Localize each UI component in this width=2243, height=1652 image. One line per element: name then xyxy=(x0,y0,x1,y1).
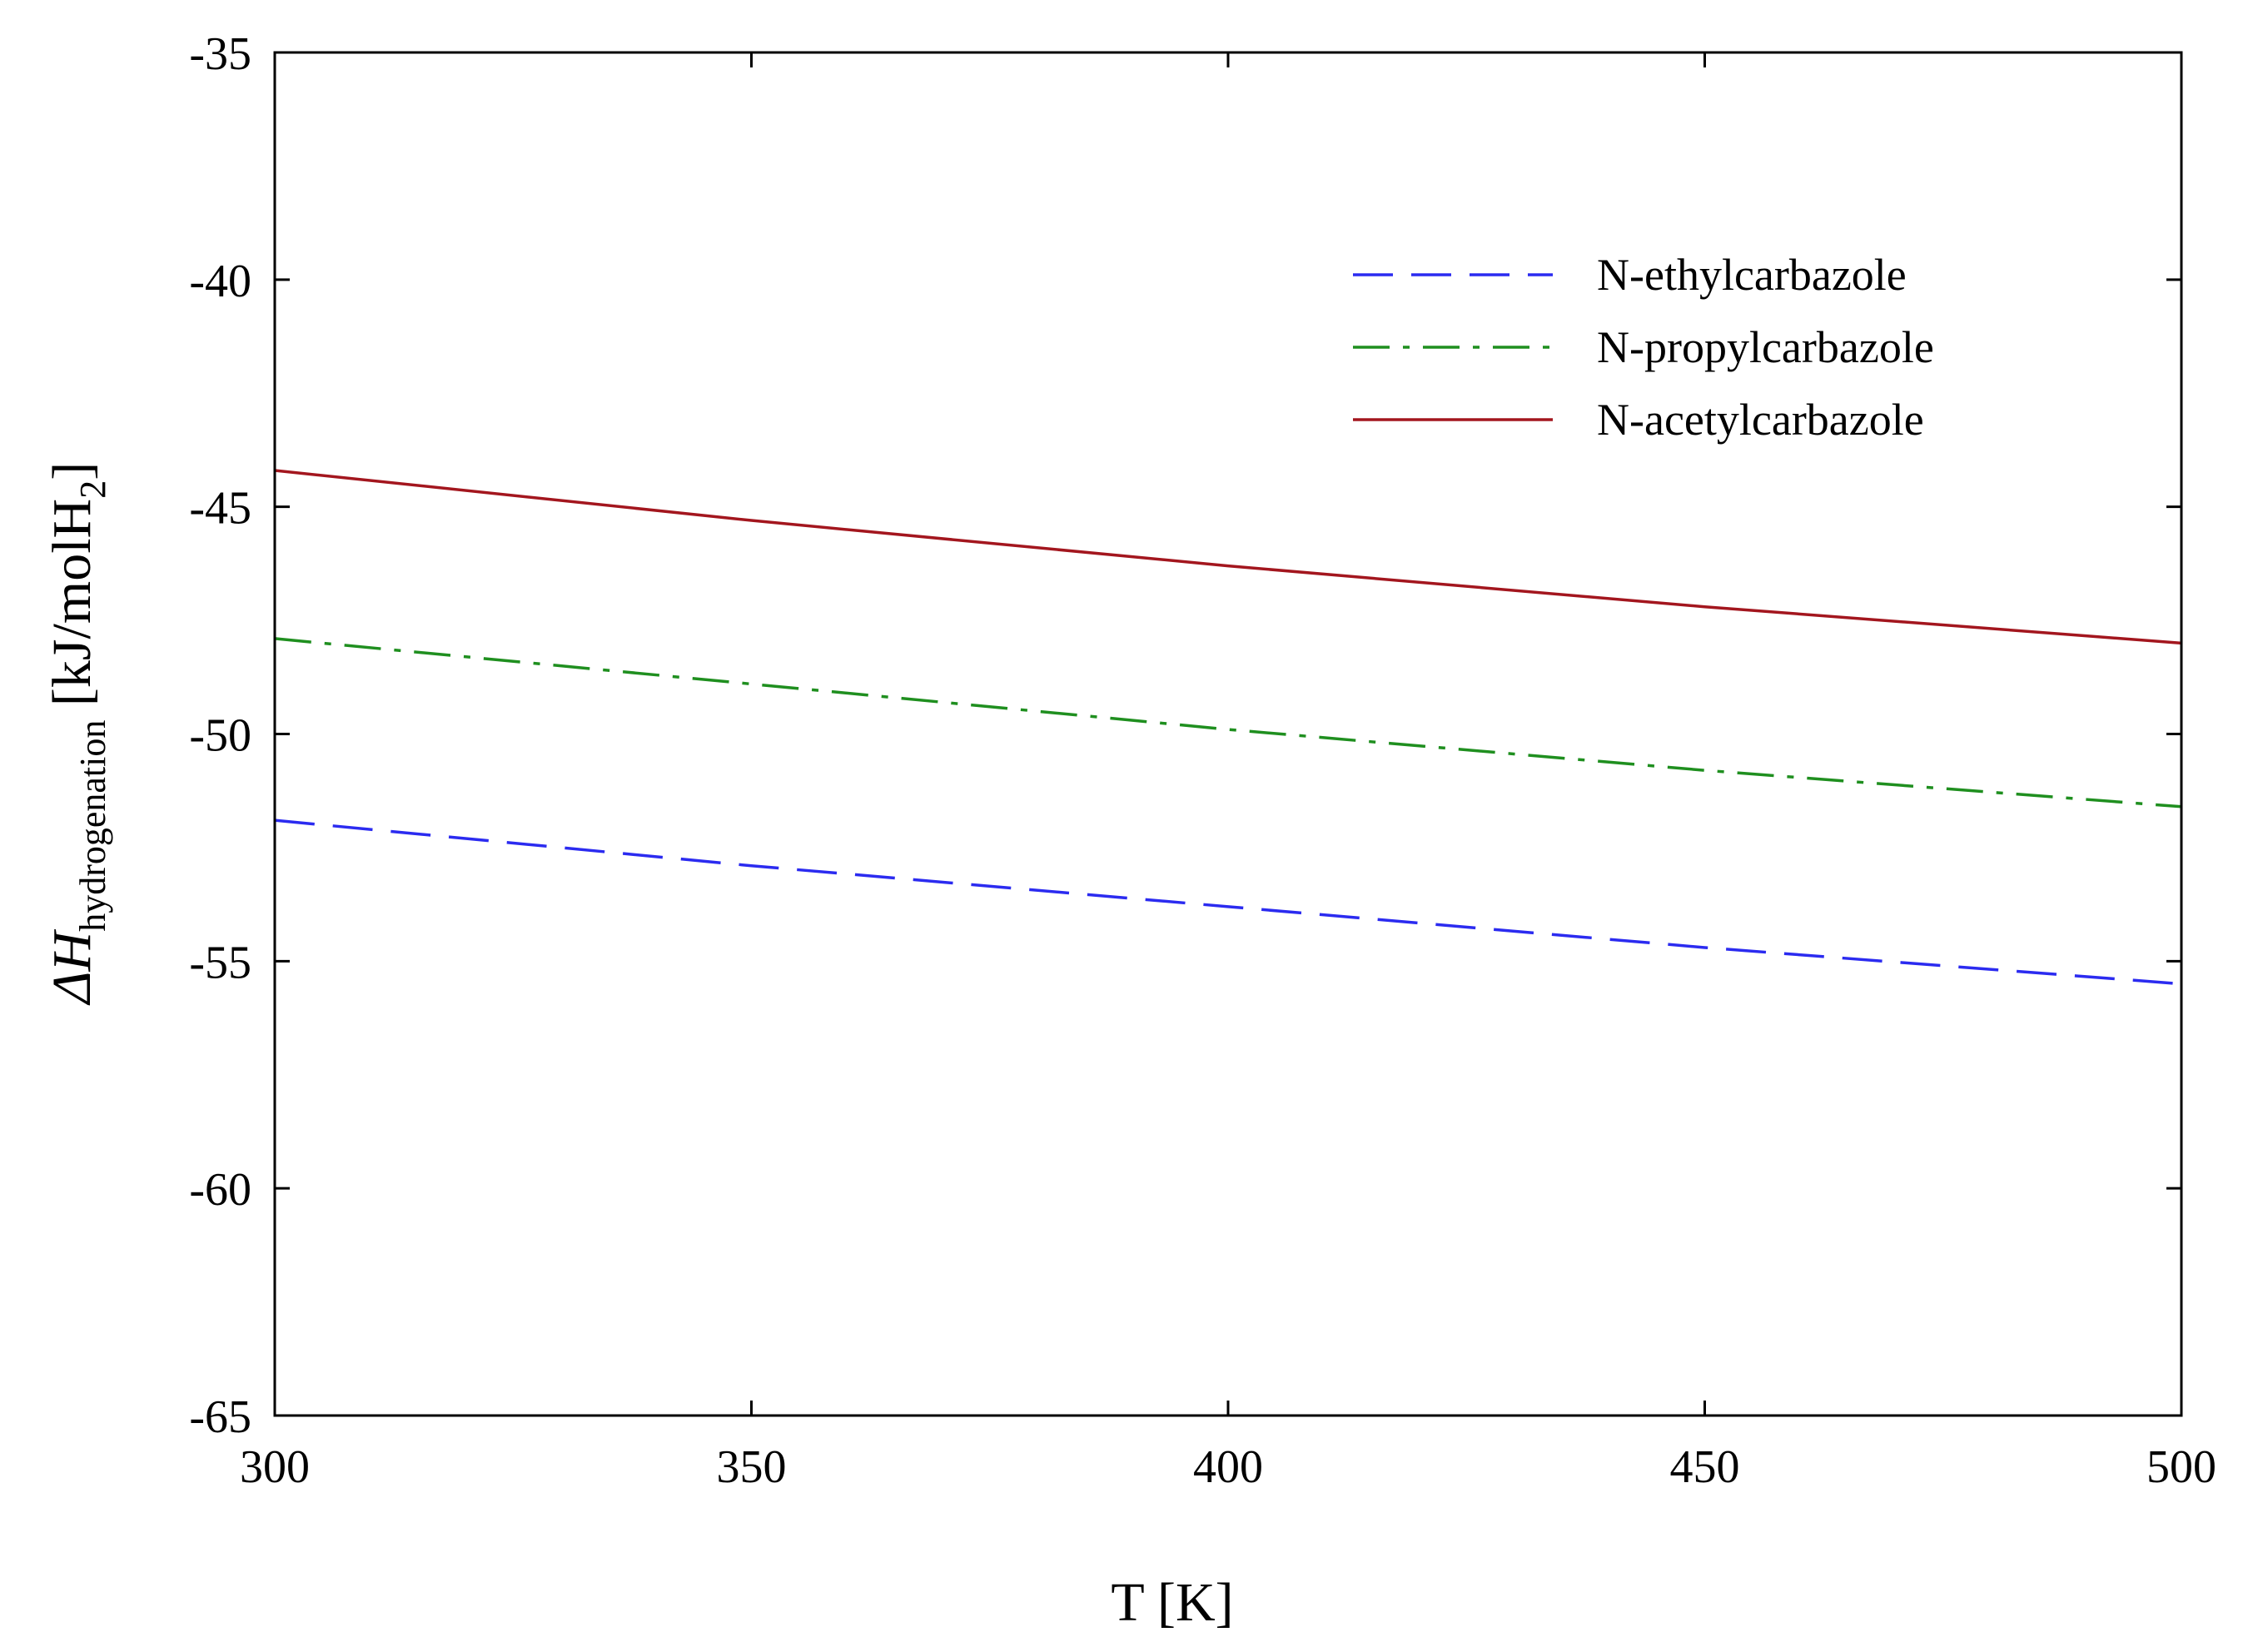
legend-label-1: N-propylcarbazole xyxy=(1597,322,1934,372)
series-line-0 xyxy=(274,819,2182,986)
x-tick-label: 450 xyxy=(1670,1441,1740,1493)
x-tick-label: 350 xyxy=(717,1441,787,1493)
y-axis-symbol: ΔH xyxy=(42,928,102,1006)
y-axis-unit-close: ] xyxy=(42,462,102,480)
y-axis: -65 -60 -55 -50 -45 -40 -35 xyxy=(189,28,2181,1443)
x-axis-title: T [K] xyxy=(1111,1572,1233,1633)
x-tick-label: 500 xyxy=(2146,1441,2216,1493)
y-axis-title: ΔHhydrogenation [kJ/molH2] xyxy=(42,462,113,1006)
y-tick-label: -60 xyxy=(189,1164,251,1216)
legend-label-2: N-acetylcarbazole xyxy=(1597,395,1924,445)
x-tick-label: 400 xyxy=(1193,1441,1263,1493)
y-tick-label: -65 xyxy=(189,1391,251,1443)
y-tick-label: -35 xyxy=(189,28,251,80)
y-tick-label: -40 xyxy=(189,256,251,307)
y-axis-subscript: hydrogenation xyxy=(72,720,113,932)
x-tick-label: 300 xyxy=(240,1441,310,1493)
y-tick-label: -55 xyxy=(189,937,251,988)
x-axis: 300 350 400 450 500 xyxy=(240,52,2216,1493)
series-line-1 xyxy=(274,637,2182,809)
series-group xyxy=(274,469,2182,986)
series-line-2 xyxy=(274,469,2182,645)
y-tick-label: -50 xyxy=(189,710,251,762)
legend: N-ethylcarbazole N-propylcarbazole N-acety… xyxy=(1353,250,1934,445)
y-tick-label: -45 xyxy=(189,483,251,535)
y-axis-unit: [kJ/molH xyxy=(42,499,102,720)
legend-label-0: N-ethylcarbazole xyxy=(1597,250,1907,300)
y-axis-unit-subscript: 2 xyxy=(72,480,113,499)
